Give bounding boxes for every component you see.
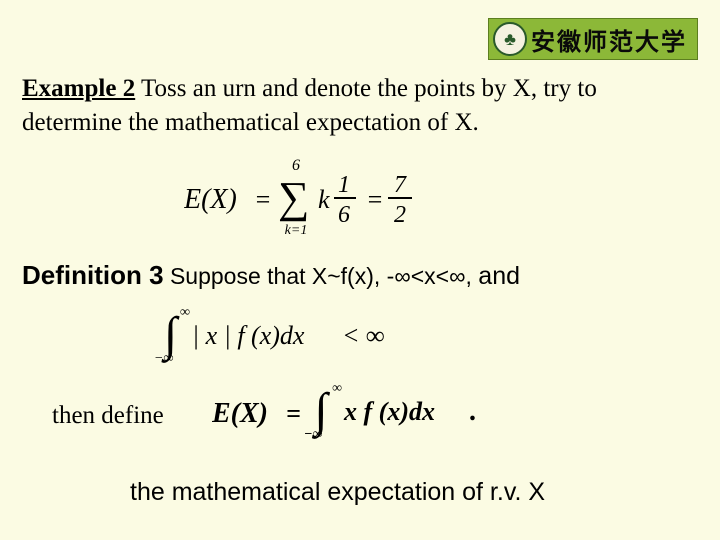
emblem-glyph: ♣ (504, 29, 516, 50)
sigma-icon: ∑ (278, 173, 309, 222)
f1-sum-lower: k=1 (285, 223, 308, 238)
f3-integrand: x f (x)dx (343, 397, 435, 426)
f1-sum-upper: 6 (292, 157, 300, 174)
slide: ♣ 安徽师范大学 Example 2 Toss an urn and denot… (0, 0, 720, 540)
example-paragraph: Example 2 Toss an urn and denote the poi… (22, 72, 698, 140)
f3-upper: ∞ (332, 381, 342, 396)
f3-lhs: E(X) (212, 398, 268, 429)
definition-heading: Definition 3 (22, 260, 164, 290)
formula-expectation-integral: E(X) = ∫ ∞ −∞ x f (x)dx . (212, 378, 512, 442)
f1-frac2-den: 2 (394, 202, 406, 228)
then-define: then define (52, 402, 164, 430)
f1-lhs: E(X) (184, 184, 237, 215)
f1-frac1-den: 6 (338, 202, 350, 228)
f2-upper: ∞ (180, 305, 190, 320)
f2-integrand: | x | f (x)dx (192, 321, 305, 350)
f1-frac2-num: 7 (394, 172, 407, 198)
definition-tail-after: , (466, 263, 479, 289)
infty-1: ∞ (394, 263, 410, 289)
f1-frac1-num: 1 (338, 172, 350, 198)
definition-tail-before: Suppose that X~f(x), - (164, 263, 395, 289)
f2-lower: −∞ (154, 351, 173, 366)
formula-abs-integral: ∫ ∞ −∞ | x | f (x)dx < ∞ (144, 304, 404, 364)
formula-expectation-sum: E(X) = 6 ∑ k=1 k 1 6 = 7 2 (184, 156, 484, 238)
definition-line: Definition 3 Suppose that X~f(x), -∞<x<∞… (22, 260, 698, 291)
f3-lower: −∞ (304, 427, 322, 442)
f3-eq: = (286, 399, 301, 428)
final-line: the mathematical expectation of r.v. X (130, 478, 545, 507)
f1-k: k (318, 185, 330, 214)
university-name: 安徽师范大学 (527, 22, 691, 57)
f2-rel: < ∞ (342, 321, 385, 350)
university-logo-badge: ♣ 安徽师范大学 (488, 18, 698, 60)
example-heading: Example 2 (22, 75, 135, 102)
f1-eq2: = (366, 185, 384, 214)
infty-2: ∞ (449, 263, 465, 289)
f3-period: . (470, 396, 477, 427)
university-emblem-icon: ♣ (493, 22, 527, 56)
definition-and: and (478, 262, 520, 290)
definition-mid: <x< (411, 263, 449, 289)
f1-eq1: = (254, 185, 272, 214)
